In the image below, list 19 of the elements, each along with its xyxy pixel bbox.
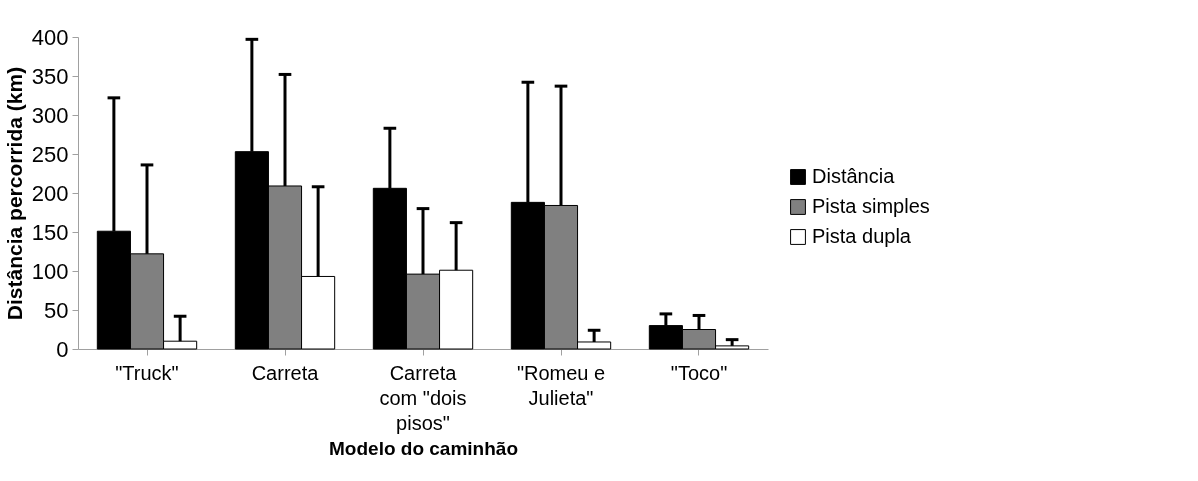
legend-label: Distância (812, 165, 896, 187)
legend-label: Pista simples (812, 195, 930, 217)
y-tick-label: 200 (31, 180, 69, 206)
y-tick-label: 50 (44, 297, 69, 323)
legend-label: Pista dupla (812, 225, 912, 247)
x-tick-label: "Romeu e Julieta" (516, 361, 606, 409)
y-tick-label: 350 (31, 63, 69, 89)
y-tick-label: 0 (56, 336, 69, 362)
x-tick-label: Carreta (251, 361, 320, 384)
y-tick-label: 400 (31, 24, 69, 50)
x-tick-label: "Toco" (670, 361, 728, 384)
y-tick-label: 100 (31, 258, 69, 284)
x-tick-label: "Truck" (115, 361, 179, 384)
y-tick-label: 150 (31, 219, 69, 245)
y-axis-title: Distância percorrida (km) (2, 66, 26, 321)
x-tick-label: Carreta com "dois pisos" (379, 361, 467, 434)
x-axis-title: Modelo do caminhão (329, 437, 518, 459)
y-tick-label: 300 (31, 102, 69, 128)
y-tick-label: 250 (31, 141, 69, 167)
